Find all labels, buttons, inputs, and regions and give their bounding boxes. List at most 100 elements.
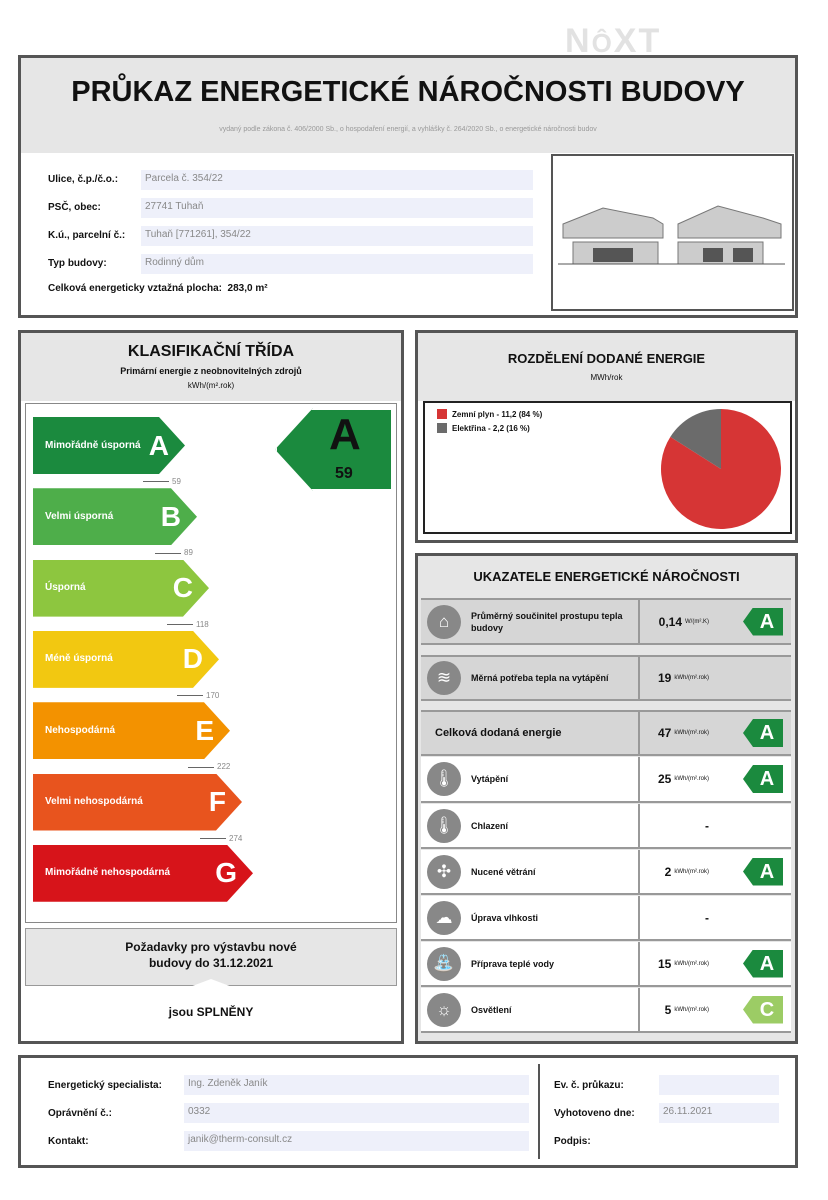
indicator-value: 2 kWh/(m².rok) A <box>638 850 791 893</box>
energy-class-b: Velmi úsporná B <box>33 488 197 545</box>
indicator-unit: kWh/(m².rok) <box>674 868 709 875</box>
next-logo: NÔXT <box>565 22 662 60</box>
authorization-label: Oprávnění č.: <box>48 1108 112 1119</box>
class-letter: C <box>172 572 193 604</box>
requirements-result: jsou SPLNĚNY <box>168 1005 254 1019</box>
class-letter: B <box>160 500 181 532</box>
indicator-row: 🌡 Chlazení - <box>421 804 791 849</box>
footer-section: Energetický specialista: Ing. Zdeněk Jan… <box>18 1055 798 1168</box>
ev-number-field <box>659 1075 779 1095</box>
class-threshold: 170 <box>177 691 219 700</box>
indicator-name: Průměrný součinitel prostupu tepla budov… <box>471 610 623 633</box>
heat-demand-icon: ≋ <box>427 661 461 695</box>
indicator-name: Chlazení <box>471 820 509 831</box>
indicator-value: 15 kWh/(m².rok) A <box>638 942 791 985</box>
page-subtitle: vydaný podle zákona č. 406/2000 Sb., o h… <box>219 126 597 133</box>
class-threshold: 274 <box>200 834 242 843</box>
indicator-class-badge: A <box>743 949 783 978</box>
requirements-text: Požadavky pro výstavbu nové budovy do 31… <box>125 940 297 970</box>
legend-swatch <box>437 409 447 419</box>
distribution-title: ROZDĚLENÍ DODANÉ ENERGIE <box>507 351 706 366</box>
indicator-name: Úprava vlhkosti <box>471 912 539 923</box>
indicator-number: - <box>705 818 709 833</box>
energy-distribution-section: ROZDĚLENÍ DODANÉ ENERGIE MWh/rok Zemní p… <box>415 330 798 543</box>
indicator-number: 0,14 <box>658 614 682 629</box>
indicator-value: 25 kWh/(m².rok) A <box>638 757 791 801</box>
classification-title: KLASIFIKAČNÍ TŘÍDA <box>127 343 295 360</box>
indicator-class-badge: A <box>743 857 783 886</box>
indicator-number: 47 <box>657 726 672 740</box>
indicator-class-badge: A <box>743 607 783 636</box>
energy-class-e: Nehospodárná E <box>33 702 230 759</box>
energy-class-g: Mimořádně nehospodárná G <box>33 845 253 902</box>
indicator-unit: W/(m².K) <box>685 618 709 625</box>
area-label: Celková energeticky vztažná plocha: <box>48 283 222 294</box>
result-class-letter: A <box>329 410 361 459</box>
date-field: 26.11.2021 <box>659 1103 779 1123</box>
indicator-name: Celková dodaná energie <box>435 727 562 739</box>
indicator-row: ✣ Nucené větrání 2 kWh/(m².rok) A <box>421 850 791 895</box>
specialist-field: Ing. Zdeněk Janík <box>184 1075 529 1095</box>
indicator-name: Vytápění <box>471 774 509 784</box>
class-threshold: 222 <box>188 762 230 771</box>
class-letter: F <box>208 786 226 817</box>
class-description: Nehospodárná <box>45 724 116 736</box>
indicator-class-badge: C <box>743 995 783 1024</box>
legend-label: Elektřina - 2,2 (16 %) <box>452 423 530 433</box>
indicator-value: 47 kWh/(m².rok) A <box>638 712 791 754</box>
indicator-row: 🌡 Vytápění 25 kWh/(m².rok) A <box>421 757 791 803</box>
class-letter: D <box>182 643 203 675</box>
legend-swatch <box>437 423 447 433</box>
indicator-number: 5 <box>664 1002 672 1017</box>
indicator-unit: kWh/(m².rok) <box>674 730 709 736</box>
humidity-icon: ☁ <box>427 900 461 935</box>
legend-label: Zemní plyn - 11,2 (84 %) <box>452 409 543 419</box>
field-value: Tuhaň [771261], 354/22 <box>141 226 533 246</box>
field-label: K.ú., parcelní č.: <box>48 230 126 241</box>
classification-unit: kWh/(m².rok) <box>187 381 235 390</box>
indicator-row: ☁ Úprava vlhkosti - <box>421 896 791 941</box>
indicator-number: 2 <box>664 864 672 879</box>
class-description: Velmi úsporná <box>45 510 114 522</box>
class-description: Mimořádně nehospodárná <box>45 867 171 879</box>
distribution-unit: MWh/rok <box>590 373 623 382</box>
energy-class-f: Velmi nehospodárná F <box>33 774 242 831</box>
energy-class-a: Mimořádně úsporná A <box>33 417 185 474</box>
indicator-row: ≋ Měrná potřeba tepla na vytápění 19 kWh/(m… <box>421 655 791 701</box>
class-letter: G <box>215 857 237 889</box>
thermometer-heating-icon: 🌡 <box>427 762 461 796</box>
indicator-value: - <box>638 896 791 939</box>
indicators-title: UKAZATELE ENERGETICKÉ NÁROČNOSTI <box>473 569 740 584</box>
indicator-name: Osvětlení <box>471 1004 512 1015</box>
house-icon: ⌂ <box>427 604 461 639</box>
indicator-unit: kWh/(m².rok) <box>674 1006 709 1013</box>
field-label: Typ budovy: <box>48 258 107 269</box>
light-bulb-icon: ☼ <box>427 992 461 1027</box>
energy-class-d: Méně úsporná D <box>33 631 219 688</box>
indicator-value: - <box>638 804 791 847</box>
class-threshold: 89 <box>155 548 193 557</box>
building-info-section: PRŮKAZ ENERGETICKÉ NÁROČNOSTI BUDOVY vyd… <box>18 55 798 318</box>
indicator-number: 15 <box>657 956 672 971</box>
water-tap-icon: ⛲ <box>427 946 461 981</box>
contact-field: janik@therm-consult.cz <box>184 1131 529 1151</box>
thermometer-cooling-icon: 🌡 <box>427 808 461 843</box>
area-value: 283,0 m² <box>227 283 268 294</box>
indicator-value: 19 kWh/(m².rok) <box>638 657 791 699</box>
field-label: PSČ, obec: <box>48 202 101 213</box>
field-value: 27741 Tuhaň <box>141 198 533 218</box>
signature-label: Podpis: <box>554 1136 591 1147</box>
indicator-number: 25 <box>657 772 672 786</box>
indicator-class-badge: A <box>743 719 783 747</box>
classification-section: KLASIFIKAČNÍ TŘÍDA Primární energie z ne… <box>18 330 404 1044</box>
ev-number-label: Ev. č. průkazu: <box>554 1080 624 1091</box>
field-value: Parcela č. 354/22 <box>141 170 533 190</box>
authorization-field: 0332 <box>184 1103 529 1123</box>
indicator-row: Celková dodaná energie 47 kWh/(m².rok) A <box>421 710 791 756</box>
legend-item: Zemní plyn - 11,2 (84 %) <box>437 409 542 419</box>
indicator-name: Příprava teplé vody <box>471 958 555 969</box>
indicator-name: Nucené větrání <box>471 866 536 877</box>
indicator-value: 0,14 W/(m².K) A <box>638 600 791 643</box>
pie-slice <box>670 409 721 469</box>
field-label: Ulice, č.p./č.o.: <box>48 174 119 185</box>
